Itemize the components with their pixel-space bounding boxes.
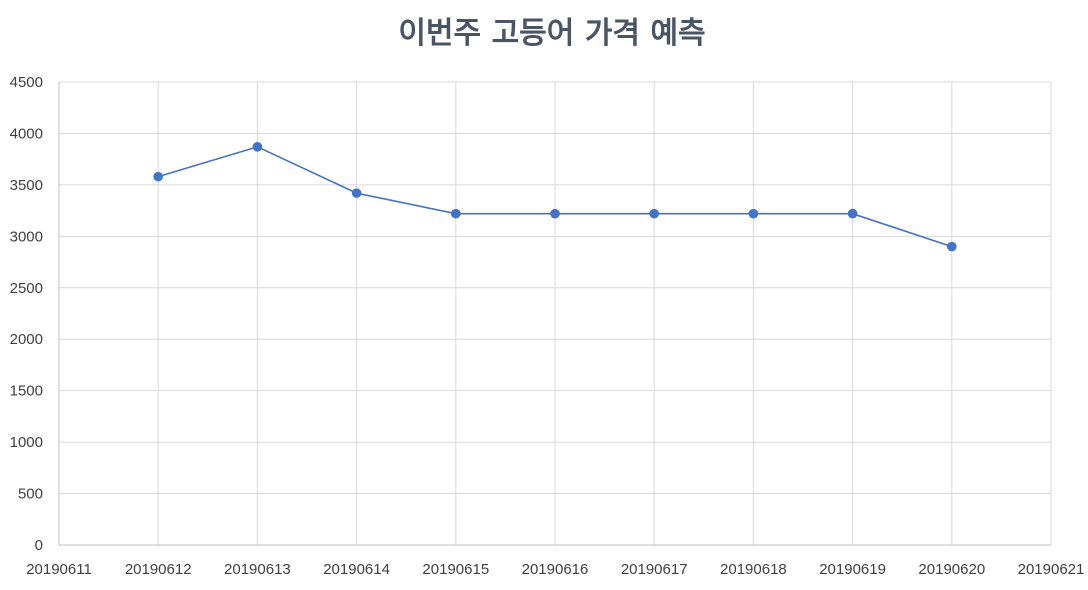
data-point (252, 142, 263, 152)
data-point (847, 208, 858, 219)
y-tick-label: 4500 (10, 74, 43, 91)
x-tick-label: 20190616 (522, 561, 589, 578)
x-tick-label: 20190614 (323, 561, 390, 578)
x-tick-label: 20190619 (819, 561, 886, 578)
y-tick-label: 4000 (10, 125, 43, 142)
y-tick-label: 500 (18, 486, 43, 503)
data-point (550, 208, 560, 219)
gridlines (59, 81, 1052, 545)
x-tick-label: 20190621 (1018, 561, 1085, 578)
data-point (947, 241, 957, 252)
x-tick-label: 20190613 (224, 561, 291, 578)
chart-title: 이번주 고등어 가격 예측 (398, 16, 705, 51)
data-point (153, 171, 163, 182)
data-point (451, 208, 461, 219)
x-tick-label: 20190618 (720, 561, 787, 578)
x-tick-label: 20190615 (422, 561, 489, 578)
x-tick-label: 20190617 (621, 561, 688, 578)
x-tick-label: 20190612 (125, 561, 192, 578)
y-tick-label: 2500 (10, 280, 43, 297)
y-tick-label: 1500 (10, 383, 43, 400)
y-tick-label: 3000 (10, 228, 43, 245)
data-point (748, 208, 759, 219)
x-tick-label: 20190611 (26, 561, 92, 578)
x-axis-tick-labels: 20190611 20190612 20190613 20190614 20190615… (26, 561, 1084, 578)
y-tick-label: 2000 (10, 331, 43, 348)
y-tick-label: 0 (35, 537, 43, 554)
x-tick-label: 20190620 (918, 561, 985, 578)
axes (58, 82, 1051, 546)
series (153, 142, 957, 252)
y-axis-tick-labels: 0 500 1000 1500 2000 2500 3000 3500 4000 4500 (10, 74, 43, 554)
y-tick-label: 3500 (10, 177, 43, 194)
data-point (351, 188, 362, 198)
data-point (649, 208, 659, 219)
y-tick-label: 1000 (10, 434, 43, 451)
